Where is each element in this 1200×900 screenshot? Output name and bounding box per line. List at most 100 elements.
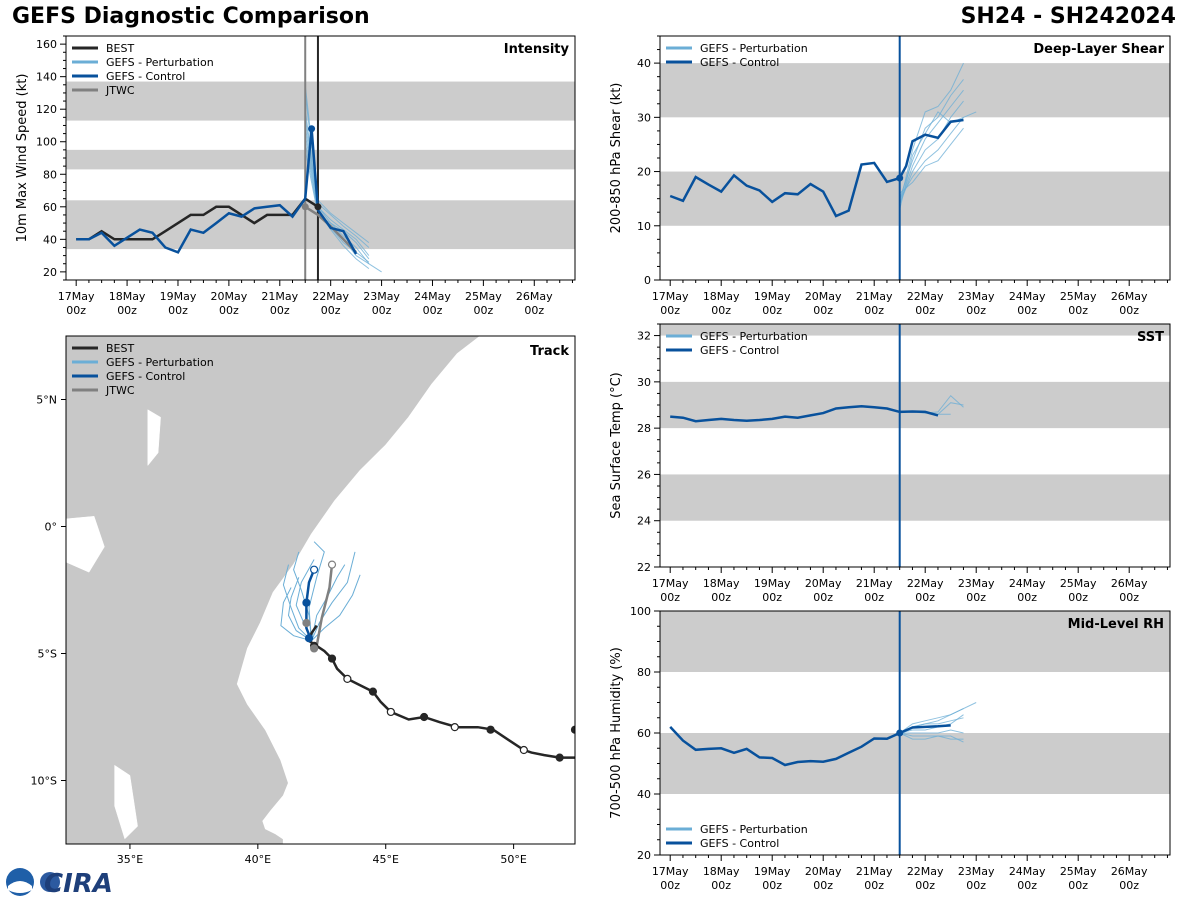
y-tick-label: 32 [637, 330, 651, 343]
y-tick-label: 40 [637, 788, 651, 801]
threshold-band [660, 171, 1170, 226]
plot-area [660, 611, 1170, 855]
y-tick-label: 20 [637, 166, 651, 179]
x-tick-label: 23May [958, 865, 995, 878]
y-tick-label: 60 [637, 727, 651, 740]
x-tick-label: 22May [907, 577, 944, 590]
legend-entry: BEST [106, 342, 134, 355]
x-tick-label: 00z [915, 879, 935, 892]
y-axis-label: 10m Max Wind Speed (kt) [15, 74, 30, 243]
y-tick-label: 10°S [31, 775, 57, 788]
perturbation-line [899, 714, 964, 734]
perturbation-line [899, 100, 964, 205]
perturbation-line [899, 116, 964, 199]
x-tick-label: 00z [1119, 591, 1139, 604]
track-panel: 35°E 40°E 45°E 50°E5°N0°5°S10°STrackBESTGEF… [31, 335, 576, 866]
y-tick-label: 100 [630, 605, 651, 618]
perturbation-line [899, 127, 964, 194]
threshold-band [660, 611, 1170, 672]
x-tick-label: 00z [762, 879, 782, 892]
x-tick-label: 00z [813, 304, 833, 317]
x-tick-label: 00z [1017, 879, 1037, 892]
x-tick-label: 19May [160, 290, 197, 303]
threshold-band [660, 63, 1170, 118]
x-tick-label: 25May [1060, 577, 1097, 590]
control-line [669, 724, 951, 767]
legend-entry: GEFS - Control [700, 344, 779, 357]
perturbation-line [899, 89, 964, 205]
x-tick-label: 00z [660, 591, 680, 604]
perturbation-line [899, 62, 964, 205]
x-tick-label: 45°E [372, 853, 398, 866]
y-axis-label: 700-500 hPa Humidity (%) [609, 647, 624, 819]
panel-title: Intensity [504, 42, 570, 57]
y-tick-label: 26 [637, 468, 651, 481]
x-tick-label: 20May [805, 290, 842, 303]
x-tick-label: 00z [117, 304, 137, 317]
perturbation-track [287, 577, 312, 642]
perturbation-line [899, 732, 964, 740]
y-axis-label: Sea Surface Temp (°C) [609, 372, 624, 519]
x-tick-label: 22May [907, 865, 944, 878]
x-tick-label: 22May [907, 290, 944, 303]
x-tick-label: 21May [856, 865, 893, 878]
x-tick-label: 00z [219, 304, 239, 317]
x-tick-label: 00z [966, 304, 986, 317]
threshold-band [660, 474, 1170, 521]
data-point [896, 174, 904, 182]
control-track-point [302, 598, 311, 607]
map-area [66, 336, 575, 844]
y-tick-label: 28 [637, 422, 651, 435]
control-line [669, 118, 964, 218]
y-axis-label: 200-850 hPa Shear (kt) [609, 83, 624, 234]
x-tick-label: 00z [864, 304, 884, 317]
landmass [66, 336, 575, 844]
globe-icon [40, 872, 60, 892]
storm-id: SH24 - SH242024 [960, 4, 1176, 29]
x-tick-label: 24May [1009, 290, 1046, 303]
x-tick-label: 00z [270, 304, 290, 317]
x-tick-label: 19May [754, 577, 791, 590]
x-tick-label: 26May [1111, 290, 1148, 303]
best-track-point [570, 725, 575, 734]
legend-entry: GEFS - Perturbation [106, 356, 214, 369]
x-tick-label: 00z [1068, 304, 1088, 317]
x-tick-label: 21May [856, 290, 893, 303]
y-tick-label: 30 [637, 111, 651, 124]
x-tick-label: 00z [423, 304, 443, 317]
legend-entry: GEFS - Perturbation [106, 56, 214, 69]
plot-frame [659, 323, 1171, 568]
x-tick-label: 21May [261, 290, 298, 303]
x-tick-label: 50°E [500, 853, 526, 866]
x-tick-label: 24May [414, 290, 451, 303]
x-tick-label: 18May [703, 865, 740, 878]
x-tick-label: 00z [711, 591, 731, 604]
x-tick-label: 00z [372, 304, 392, 317]
y-tick-label: 30 [637, 376, 651, 389]
y-tick-label: 0 [644, 274, 651, 287]
x-tick-label: 26May [1111, 865, 1148, 878]
y-tick-label: 80 [43, 168, 57, 181]
panel-title: Mid-Level RH [1068, 617, 1164, 632]
x-tick-label: 00z [321, 304, 341, 317]
x-tick-label: 19May [754, 290, 791, 303]
y-tick-label: 5°N [36, 394, 57, 407]
legend-entry: JTWC [105, 384, 135, 397]
cira-logo: CIRA [6, 868, 113, 898]
x-tick-label: 17May [652, 865, 689, 878]
best-track-point [450, 723, 459, 732]
control-track-point [304, 634, 314, 643]
x-tick-label: 26May [516, 290, 553, 303]
sst-panel: 22 24 26 28 30 32 Sea Surface Temp (°C) SST GEFS… [609, 323, 1171, 604]
lake [114, 764, 138, 840]
best-track-point [555, 753, 564, 762]
x-tick-label: 00z [473, 304, 493, 317]
legend-entry: GEFS - Control [106, 370, 185, 383]
plot-area [660, 324, 1170, 567]
x-tick-label: 17May [58, 290, 95, 303]
x-tick-label: 00z [711, 304, 731, 317]
jtwc-track [315, 564, 334, 647]
legend-entry: GEFS - Perturbation [700, 330, 808, 343]
x-tick-label: 00z [1017, 591, 1037, 604]
